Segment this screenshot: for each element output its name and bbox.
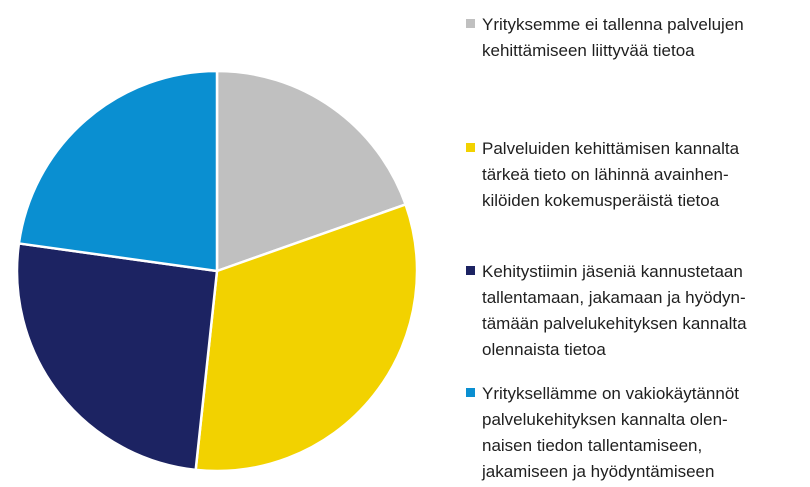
legend-swatch xyxy=(466,19,475,28)
legend-item-key-person-knowledge: Palveluiden kehittämisen kannalta tärkeä… xyxy=(466,136,806,214)
legend-label: Yrityksemme ei tallenna palvelujen kehit… xyxy=(482,15,744,60)
legend-item-team-encouraged: Kehitystiimin jäseniä kannustetaan talle… xyxy=(466,259,806,363)
pie-slice-standard-practices xyxy=(17,69,219,273)
pie-chart xyxy=(15,69,419,473)
legend-label: Kehitystiimin jäseniä kannustetaan talle… xyxy=(482,262,747,359)
pie-slice-key-person-knowledge xyxy=(194,203,419,473)
chart-legend: Yrityksemme ei tallenna palvelujen kehit… xyxy=(466,0,806,487)
pie-slice-team-encouraged xyxy=(15,242,219,472)
legend-item-standard-practices: Yrityksellämme on vakiokäytännöt palvelu… xyxy=(466,381,806,485)
legend-label: Yrityksellämme on vakiokäytännöt palvelu… xyxy=(482,384,740,481)
legend-swatch xyxy=(466,388,475,397)
legend-swatch xyxy=(466,266,475,275)
legend-swatch xyxy=(466,143,475,152)
legend-item-no-storage: Yrityksemme ei tallenna palvelujen kehit… xyxy=(466,12,806,64)
legend-label: Palveluiden kehittämisen kannalta tärkeä… xyxy=(482,139,740,210)
